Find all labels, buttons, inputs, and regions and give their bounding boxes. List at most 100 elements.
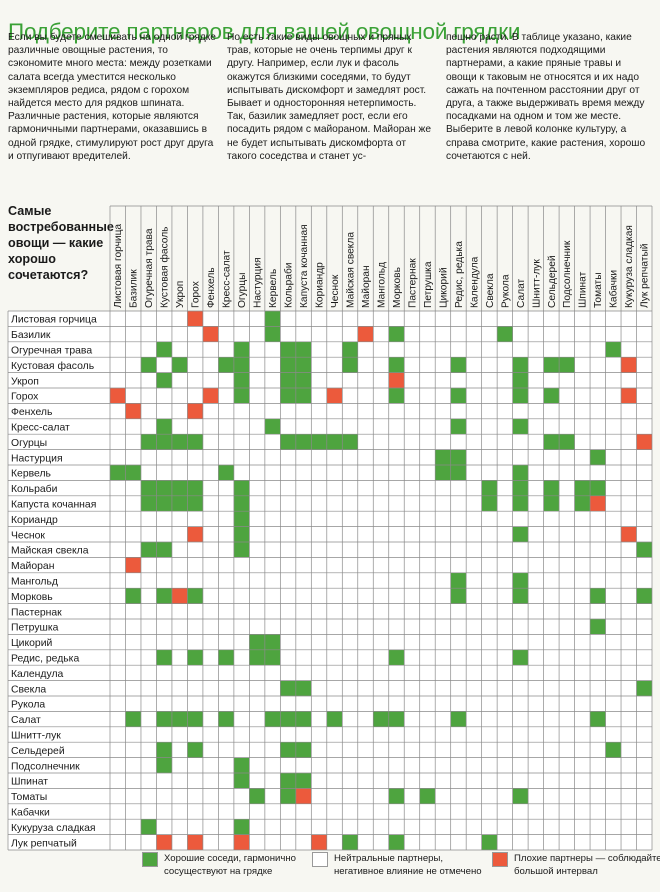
cell-bad <box>621 357 637 373</box>
cell-good <box>264 418 281 435</box>
cell-bad <box>295 788 312 804</box>
cell-good <box>481 480 498 496</box>
legend-neutral-swatch <box>312 852 328 867</box>
cell-good <box>342 357 358 373</box>
column-label: Кервель <box>268 269 279 308</box>
legend-neutral-label: Нейтральные партнеры, негативное влияние… <box>334 853 482 877</box>
cell-good <box>450 588 467 604</box>
cell-good <box>388 788 405 804</box>
column-label: Салат <box>516 278 527 308</box>
cell-good <box>187 649 203 666</box>
row-label: Кольраби <box>11 483 58 495</box>
cell-good <box>481 495 498 512</box>
legend-bad-label: Плохие партнеры — соблюдайте большой инт… <box>514 853 660 877</box>
cell-good <box>156 372 172 388</box>
row-label: Кориандр <box>11 515 58 526</box>
cell-good <box>512 495 529 512</box>
cell-good <box>249 649 265 666</box>
row-label: Кабачки <box>11 807 50 819</box>
cell-good <box>233 388 250 404</box>
legend-good-label: Хорошие соседи, гармонично сосуществуют … <box>164 853 296 877</box>
row-label: Петрушка <box>11 623 59 634</box>
column-label: Горох <box>191 281 202 308</box>
cell-bad <box>202 388 219 404</box>
cell-bad <box>326 388 343 404</box>
cell-good <box>590 588 606 604</box>
cell-good <box>187 495 203 512</box>
cell-bad <box>187 403 203 419</box>
cell-bad <box>357 326 374 342</box>
cell-good <box>543 495 560 512</box>
cell-good <box>233 480 250 496</box>
column-label: Кабачки <box>608 270 620 308</box>
column-label: Укроп <box>175 281 186 308</box>
cell-good <box>187 588 203 604</box>
cell-good <box>590 480 606 496</box>
cell-good <box>140 495 157 512</box>
cell-good <box>187 434 203 450</box>
cell-good <box>512 588 529 604</box>
cell-bad <box>187 311 203 327</box>
cell-bad <box>388 372 405 388</box>
cell-good <box>388 834 405 850</box>
cell-good <box>295 711 312 727</box>
cell-good <box>249 788 265 804</box>
cell-good <box>512 465 529 481</box>
cell-good <box>435 449 451 465</box>
cell-good <box>512 418 529 435</box>
cell-good <box>233 819 250 835</box>
intro-paragraph-1: Если вы будете смешивать на одной грядке… <box>8 32 216 162</box>
cell-good <box>636 680 652 696</box>
cell-good <box>249 634 265 650</box>
cell-good <box>590 619 606 635</box>
cell-good <box>512 788 529 804</box>
cell-good <box>295 742 312 758</box>
cell-good <box>512 649 529 666</box>
row-label: Сельдерей <box>11 746 65 757</box>
row-label: Базилик <box>11 330 51 341</box>
cell-good <box>171 495 188 512</box>
row-label: Подсолнечник <box>11 761 80 772</box>
legend-good: Хорошие соседи, гармонично сосуществуют … <box>142 852 314 888</box>
cell-good <box>233 526 250 542</box>
cell-good <box>156 711 172 727</box>
cell-good <box>295 357 312 373</box>
row-label: Майская свекла <box>11 546 89 557</box>
row-label: Мангольд <box>11 577 58 588</box>
column-label: Мангольд <box>376 262 387 308</box>
cell-good <box>233 511 250 527</box>
row-label: Настурция <box>11 453 63 464</box>
cell-good <box>140 357 157 373</box>
cell-good <box>295 434 312 450</box>
cell-good <box>233 773 250 789</box>
cell-good <box>574 495 591 512</box>
cell-good <box>388 357 405 373</box>
cell-good <box>295 680 312 696</box>
column-label: Фенхель <box>206 267 217 308</box>
cell-good <box>543 357 560 373</box>
cell-bad <box>156 834 172 850</box>
cell-good <box>156 418 172 435</box>
cell-good <box>342 341 358 358</box>
cell-good <box>140 542 157 558</box>
column-label: Сельдерей <box>547 255 558 308</box>
cell-bad <box>110 388 126 404</box>
cell-bad <box>202 326 219 342</box>
row-label: Лук репчатый <box>11 838 77 849</box>
column-label: Базилик <box>129 269 140 308</box>
cell-good <box>295 388 312 404</box>
page-title: Подберите партнеров для вашей овощной гр… <box>8 19 521 45</box>
cell-good <box>342 834 358 850</box>
row-label: Огуречная трава <box>11 346 92 357</box>
column-label: Календула <box>469 256 480 308</box>
column-label: Кольраби <box>282 263 294 309</box>
cell-good <box>636 588 652 604</box>
cell-good <box>156 649 172 666</box>
cell-good <box>156 742 172 758</box>
cell-good <box>156 434 172 450</box>
row-label: Свекла <box>11 684 46 695</box>
cell-good <box>264 711 281 727</box>
column-label: Огуречная трава <box>144 228 155 308</box>
row-label: Томаты <box>11 792 47 803</box>
